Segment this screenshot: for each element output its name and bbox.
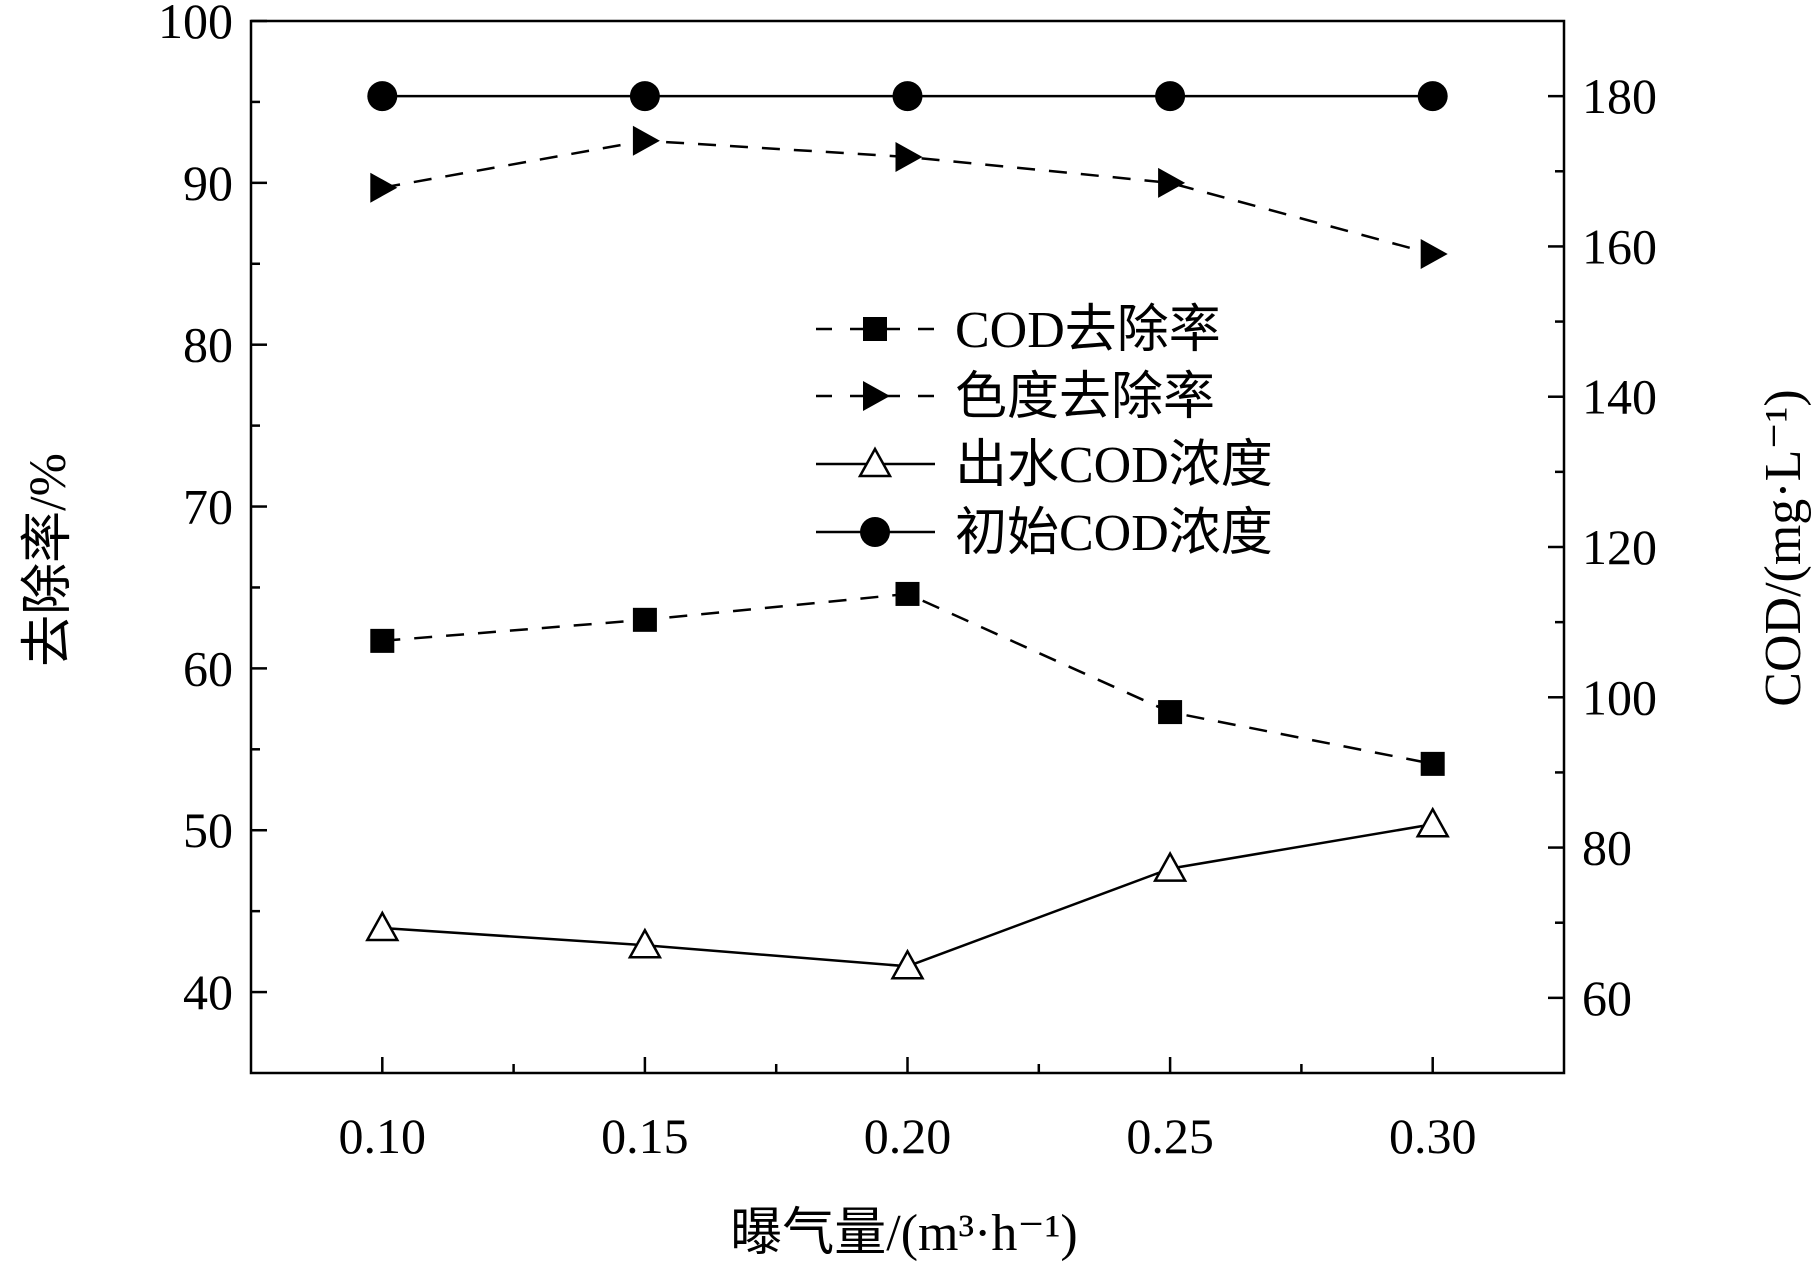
data-point-circle bbox=[860, 517, 890, 547]
data-point-square bbox=[1420, 751, 1445, 776]
legend-item: 色度去除率 bbox=[816, 369, 1215, 426]
y2-tick-label: 180 bbox=[1582, 68, 1657, 124]
data-point-triangle-right bbox=[1158, 167, 1186, 198]
legend-item: 出水COD浓度 bbox=[816, 437, 1273, 494]
y2-tick-label: 60 bbox=[1582, 970, 1632, 1026]
data-point-square bbox=[1158, 700, 1183, 725]
data-point-triangle bbox=[627, 927, 663, 959]
legend-label: 初始COD浓度 bbox=[955, 505, 1273, 562]
y2-tick-label: 120 bbox=[1582, 519, 1657, 575]
x-tick-label: 0.20 bbox=[864, 1108, 952, 1164]
data-point-circle bbox=[629, 81, 660, 112]
series-line bbox=[382, 592, 1433, 766]
y-tick-label: 100 bbox=[158, 0, 233, 49]
data-point-triangle bbox=[1152, 851, 1188, 882]
y2-tick-label: 80 bbox=[1582, 820, 1632, 876]
data-point-circle bbox=[1155, 81, 1186, 112]
series-line bbox=[382, 823, 1433, 968]
legend-label: COD去除率 bbox=[955, 302, 1221, 359]
data-point-triangle-right bbox=[1420, 239, 1448, 270]
data-point-triangle bbox=[857, 446, 893, 478]
data-point-square bbox=[895, 581, 920, 606]
x-tick-label: 0.30 bbox=[1389, 1108, 1477, 1164]
plot-frame bbox=[249, 19, 1566, 1075]
data-point-triangle-right bbox=[863, 381, 890, 411]
legend-item: 初始COD浓度 bbox=[816, 505, 1273, 562]
y-tick-label: 80 bbox=[183, 317, 233, 373]
legend-item: COD去除率 bbox=[816, 302, 1221, 359]
data-point-circle bbox=[1417, 81, 1448, 112]
series-3 bbox=[365, 806, 1450, 980]
y-tick-label: 70 bbox=[183, 479, 233, 535]
data-point-triangle bbox=[1415, 806, 1450, 838]
data-point-circle bbox=[367, 81, 398, 112]
series-1 bbox=[370, 581, 1445, 776]
data-point-triangle-right bbox=[370, 172, 398, 203]
x-tick-label: 0.10 bbox=[339, 1108, 427, 1164]
series-2 bbox=[370, 125, 1448, 270]
y2-tick-label: 100 bbox=[1582, 669, 1657, 725]
y-tick-label: 60 bbox=[183, 640, 233, 696]
legend-label: 出水COD浓度 bbox=[955, 437, 1273, 494]
data-point-triangle bbox=[890, 948, 925, 980]
data-point-triangle-right bbox=[632, 125, 660, 156]
x-tick-label: 0.15 bbox=[601, 1108, 689, 1164]
y-tick-label: 50 bbox=[183, 802, 233, 858]
y2-tick-label: 160 bbox=[1582, 218, 1657, 274]
data-point-triangle bbox=[365, 910, 400, 942]
x-tick-label: 0.25 bbox=[1126, 1108, 1214, 1164]
y-axis-label: 去除率/% bbox=[20, 453, 77, 667]
y2-tick-label: 140 bbox=[1582, 369, 1657, 425]
series-4 bbox=[367, 81, 1448, 112]
data-point-square bbox=[632, 607, 657, 632]
x-axis-label: 曝气量/(m³·h⁻¹) bbox=[730, 1205, 1077, 1262]
y-tick-label: 90 bbox=[183, 155, 233, 211]
y2-axis-label: COD/(mg·L⁻¹) bbox=[1755, 389, 1812, 706]
data-point-square bbox=[863, 317, 887, 341]
legend-label: 色度去除率 bbox=[955, 369, 1215, 426]
data-point-square bbox=[370, 628, 395, 653]
y-tick-label: 40 bbox=[183, 964, 233, 1020]
data-point-triangle-right bbox=[895, 141, 923, 172]
data-point-circle bbox=[892, 81, 923, 112]
